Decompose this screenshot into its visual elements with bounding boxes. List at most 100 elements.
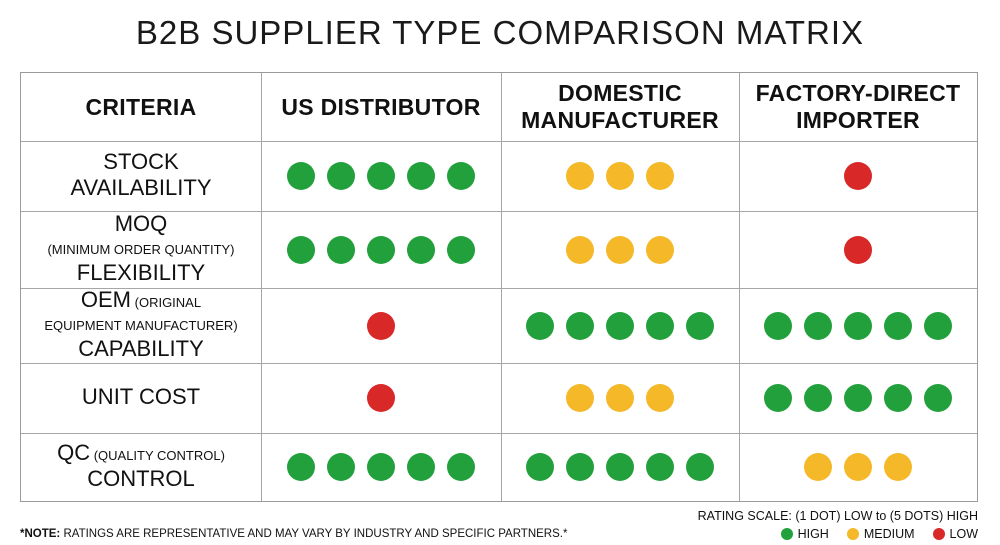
rating-dot-medium (804, 453, 832, 481)
legend: HIGH MEDIUM LOW (780, 527, 978, 541)
rating-dot-high (764, 311, 792, 340)
comparison-matrix: CRITERIA US DISTRIBUTOR DOMESTIC MANUFACTUR… (20, 72, 978, 502)
rating-dot-high (884, 384, 912, 412)
header-criteria: CRITERIA (85, 93, 197, 120)
criteria-label: UNIT COST (81, 384, 201, 409)
rating-dot-high (804, 311, 832, 340)
rating-dot-high (764, 384, 792, 412)
criteria-label: MOQ (MINIMUM ORDER QUANTITY) FLEXIBILITY (47, 211, 235, 285)
rating-cell (261, 211, 501, 288)
rating-cell (739, 141, 977, 211)
rating-dot-medium (646, 384, 674, 412)
rating-dot-medium (566, 235, 594, 264)
rating-dot-high (407, 235, 435, 264)
rating-dot-medium (606, 384, 634, 412)
rating-dot-high (287, 453, 315, 481)
rating-dot-low (844, 235, 872, 264)
rating-cell (261, 288, 501, 363)
rating-cell (501, 433, 739, 501)
rating-dot-high (606, 311, 634, 340)
rating-dot-high (646, 311, 674, 340)
rating-dot-medium (606, 162, 634, 190)
rating-dot-high (407, 453, 435, 481)
legend-dot-high (780, 528, 793, 540)
legend-item-high: HIGH (780, 527, 829, 541)
rating-dot-high (367, 453, 395, 481)
legend-item-low: LOW (932, 527, 978, 541)
rating-dot-high (566, 453, 594, 481)
rating-dot-high (606, 453, 634, 481)
criteria-label: OEM (ORIGINAL EQUIPMENT MANUFACTURER) CAPA… (44, 287, 238, 361)
column-divider (739, 73, 740, 501)
rating-dot-low (367, 311, 395, 340)
legend-dot-medium (846, 528, 859, 540)
rating-scale-label: RATING SCALE: (1 DOT) LOW to (5 DOTS) HI… (697, 509, 978, 523)
header-column-2: DOMESTIC MANUFACTURER (521, 80, 719, 133)
legend-dot-low (932, 528, 945, 540)
rating-dot-high (367, 235, 395, 264)
rating-dot-high (287, 235, 315, 264)
rating-dot-low (844, 162, 872, 190)
row-divider (21, 211, 977, 212)
column-divider (501, 73, 502, 501)
rating-dot-high (646, 453, 674, 481)
criteria-label: QC (QUALITY CONTROL) CONTROL (57, 440, 225, 491)
matrix-grid: CRITERIA US DISTRIBUTOR DOMESTIC MANUFACTUR… (21, 73, 977, 501)
row-divider (21, 433, 977, 434)
rating-dot-high (327, 235, 355, 264)
footnote-prefix: *NOTE: (20, 528, 61, 540)
rating-dot-high (804, 384, 832, 412)
criteria-label: STOCK AVAILABILITY (70, 149, 212, 200)
footnote: *NOTE: RATINGS ARE REPRESENTATIVE AND MA… (20, 528, 567, 540)
rating-dot-high (407, 162, 435, 190)
rating-dot-high (884, 311, 912, 340)
row-divider (21, 288, 977, 289)
rating-dot-medium (606, 235, 634, 264)
legend-item-medium: MEDIUM (846, 527, 915, 541)
rating-dot-medium (844, 453, 872, 481)
rating-cell (501, 363, 739, 433)
rating-dot-medium (646, 162, 674, 190)
rating-cell (739, 433, 977, 501)
rating-cell (261, 433, 501, 501)
rating-dot-medium (566, 162, 594, 190)
rating-cell (501, 288, 739, 363)
footnote-text: RATINGS ARE REPRESENTATIVE AND MAY VARY … (60, 528, 568, 540)
rating-dot-high (924, 311, 952, 340)
rating-dot-high (447, 453, 475, 481)
rating-cell (501, 211, 739, 288)
rating-dot-medium (646, 235, 674, 264)
rating-dot-high (526, 453, 554, 481)
rating-cell (739, 211, 977, 288)
rating-dot-high (526, 311, 554, 340)
rating-dot-high (327, 453, 355, 481)
legend-label: MEDIUM (863, 527, 915, 541)
rating-dot-high (447, 162, 475, 190)
header-column-1: US DISTRIBUTOR (281, 93, 481, 120)
rating-dot-high (686, 453, 714, 481)
legend-label: LOW (949, 527, 978, 541)
rating-dot-low (367, 384, 395, 412)
rating-dot-high (924, 384, 952, 412)
rating-dot-high (367, 162, 395, 190)
rating-dot-high (844, 384, 872, 412)
rating-dot-high (686, 311, 714, 340)
rating-dot-medium (566, 384, 594, 412)
rating-cell (261, 363, 501, 433)
rating-dot-high (844, 311, 872, 340)
rating-dot-high (287, 162, 315, 190)
rating-dot-high (447, 235, 475, 264)
row-divider (21, 141, 977, 142)
chart-title: B2B SUPPLIER TYPE COMPARISON MATRIX (135, 14, 865, 51)
column-divider (261, 73, 262, 501)
legend-label: HIGH (797, 527, 829, 541)
header-column-3: FACTORY-DIRECT IMPORTER (755, 80, 961, 133)
rating-cell (739, 288, 977, 363)
rating-cell (261, 141, 501, 211)
rating-dot-high (327, 162, 355, 190)
rating-cell (739, 363, 977, 433)
rating-cell (501, 141, 739, 211)
rating-dot-high (566, 311, 594, 340)
row-divider (21, 363, 977, 364)
rating-dot-medium (884, 453, 912, 481)
